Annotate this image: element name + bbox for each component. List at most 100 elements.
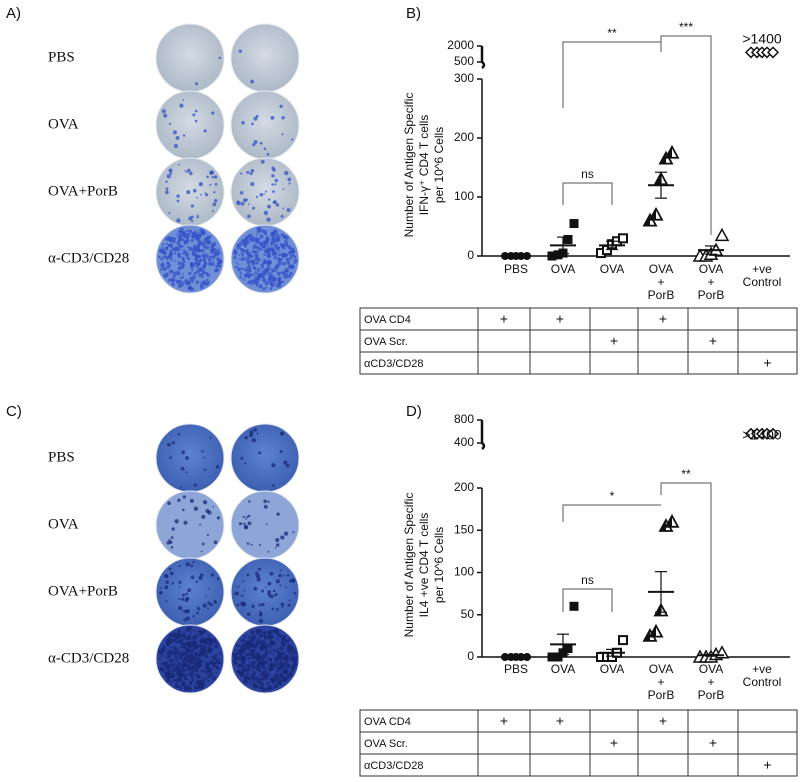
table-border (359, 709, 798, 777)
spot (262, 654, 265, 657)
spot (241, 601, 244, 604)
spot (163, 268, 167, 271)
spot (207, 601, 211, 605)
spot (187, 232, 191, 236)
spot (271, 248, 275, 253)
spot (253, 140, 258, 144)
table-row-label: OVA CD4 (364, 716, 411, 728)
spot (263, 251, 266, 253)
spot (177, 432, 181, 436)
spot (185, 562, 190, 567)
spot (254, 258, 258, 261)
spot (215, 671, 218, 674)
spot (193, 506, 199, 511)
spot (259, 192, 264, 197)
spot (261, 274, 265, 277)
spot (184, 632, 187, 635)
spot (173, 252, 177, 255)
spot (277, 653, 282, 657)
spot (195, 633, 199, 638)
spot (281, 115, 285, 120)
spot (276, 512, 280, 516)
spot (250, 182, 255, 187)
spot (262, 240, 267, 244)
spot (275, 662, 279, 666)
spot (239, 272, 243, 275)
spot (177, 247, 181, 252)
x-tick-label: + (657, 675, 664, 689)
spot (263, 634, 265, 637)
spot (209, 603, 213, 607)
spot (204, 677, 207, 681)
spot (252, 266, 257, 271)
spot (279, 660, 284, 665)
y-tick-label: 300 (454, 71, 474, 85)
spot (258, 277, 261, 280)
spot (169, 646, 172, 649)
x-tick-label: OVA (699, 662, 723, 676)
spot (288, 655, 290, 657)
point-half (644, 214, 650, 226)
spot (254, 676, 260, 681)
point-half (660, 152, 666, 164)
spot (211, 247, 216, 252)
spot (261, 589, 265, 593)
spot (164, 190, 169, 195)
spot (261, 602, 265, 607)
spot (251, 604, 255, 609)
significance-label: ns (581, 573, 594, 587)
spot (172, 671, 175, 674)
spot (266, 244, 269, 247)
spot (200, 637, 205, 641)
spot (266, 251, 269, 254)
spot (284, 677, 288, 681)
spot (268, 643, 272, 646)
spot (279, 646, 284, 651)
spot (179, 272, 181, 275)
spot (167, 278, 172, 282)
spot (197, 243, 201, 248)
spot (261, 682, 265, 686)
spot (275, 238, 278, 241)
spot (282, 207, 285, 210)
spot (207, 510, 212, 515)
spot (202, 239, 205, 242)
spot (272, 279, 277, 283)
spot (241, 238, 246, 244)
spot (259, 629, 263, 633)
well-label: OVA+PorB (48, 183, 118, 199)
spot (244, 462, 247, 465)
spot (204, 660, 207, 664)
well-label: OVA+PorB (48, 583, 118, 599)
spot (247, 521, 252, 526)
spot (210, 647, 214, 651)
point (766, 427, 780, 440)
spot (267, 550, 270, 553)
spot (201, 514, 206, 519)
spot (272, 168, 276, 172)
spot (250, 250, 253, 253)
point (618, 233, 628, 244)
spot (266, 217, 271, 222)
spot (280, 535, 285, 540)
spot (202, 271, 206, 275)
spot (185, 235, 189, 239)
spot (195, 281, 198, 284)
spot (164, 255, 167, 258)
spot (236, 243, 240, 247)
spot (192, 647, 196, 651)
spot (267, 685, 272, 690)
spot (183, 520, 188, 525)
spot (250, 168, 255, 173)
spot (281, 133, 284, 136)
value-label: >1400 (742, 31, 782, 47)
spot (196, 611, 200, 615)
spot (181, 658, 186, 663)
spot (175, 271, 178, 274)
spot (204, 241, 207, 244)
significance-bracket (562, 41, 662, 108)
spot (255, 246, 258, 249)
spot (181, 649, 184, 652)
spot (205, 595, 207, 597)
spot (254, 237, 258, 241)
